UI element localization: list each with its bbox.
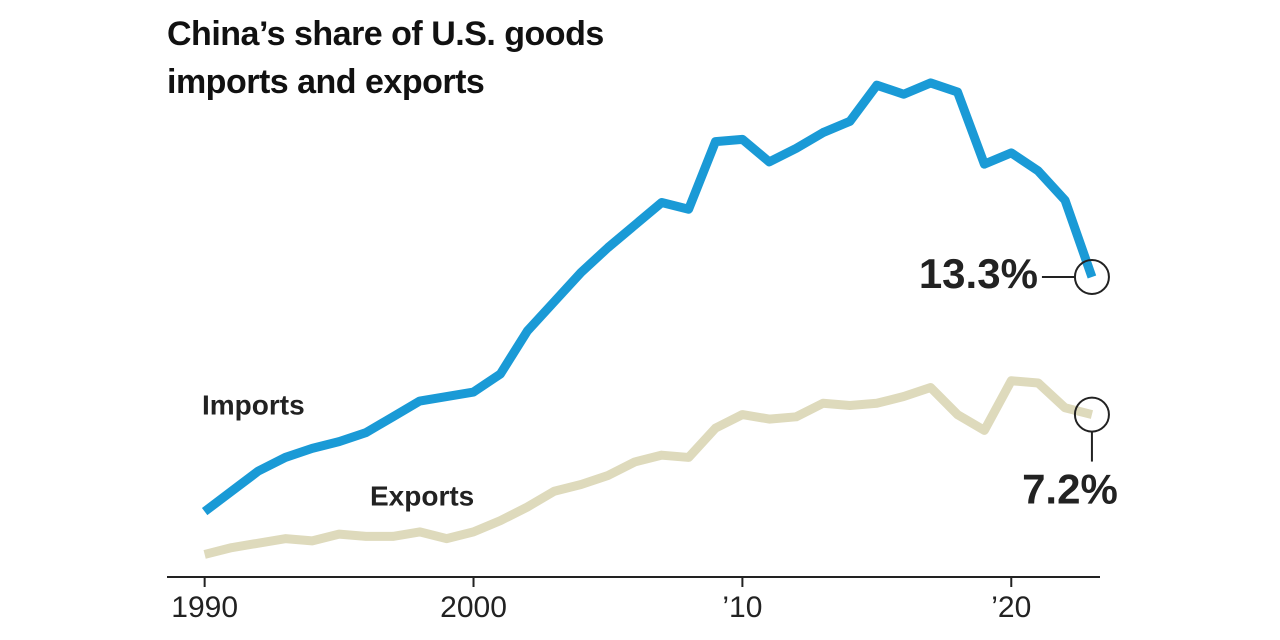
value-label: 7.2% <box>1022 466 1118 513</box>
x-tick-label: 1990 <box>171 591 238 624</box>
series-label: Exports <box>370 480 474 511</box>
line <box>201 78 1097 516</box>
x-tick-label: ’10 <box>722 591 762 624</box>
series-label: Imports <box>202 389 305 420</box>
x-tick-label: ’20 <box>991 591 1031 624</box>
value-label: 13.3% <box>919 250 1038 297</box>
x-tick-label: 2000 <box>440 591 507 624</box>
chart-title: China’s share of U.S. goods imports and … <box>167 15 604 101</box>
line <box>203 376 1094 559</box>
